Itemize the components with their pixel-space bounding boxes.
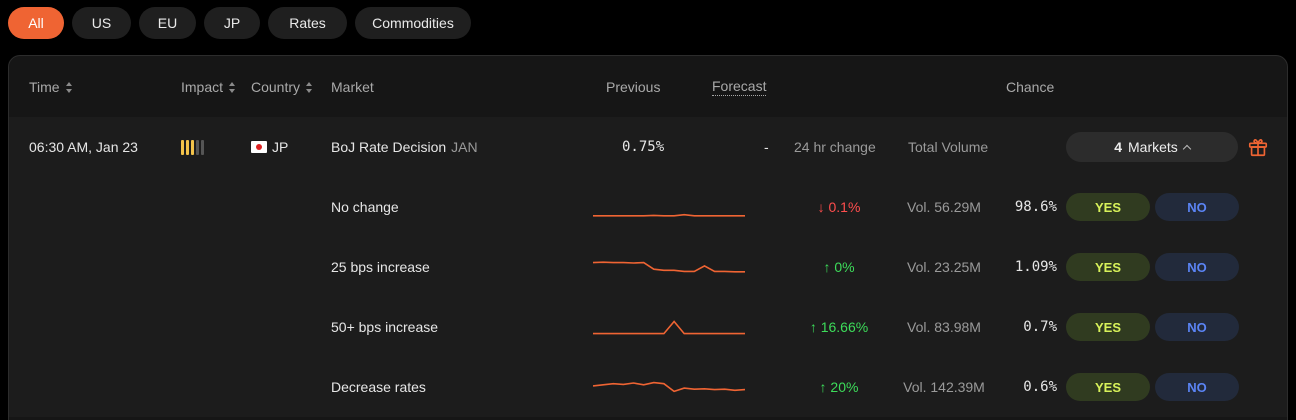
markets-toggle-button[interactable]: 4 Markets xyxy=(1066,132,1238,162)
event-period: JAN xyxy=(451,139,478,155)
outcome-sparkline xyxy=(593,320,745,335)
event-market: BoJ Rate Decision JAN xyxy=(331,117,478,177)
outcome-sparkline xyxy=(593,381,745,393)
header-forecast[interactable]: Forecast xyxy=(712,78,767,96)
sparkline-path xyxy=(593,213,745,217)
sort-icon xyxy=(306,81,313,93)
outcome-chance: 0.7% xyxy=(1023,319,1057,335)
calendar-table: Time Impact Country Market Previous Fore… xyxy=(8,55,1288,420)
outcome-name: Decrease rates xyxy=(331,379,426,395)
event-time: 06:30 AM, Jan 23 xyxy=(29,139,138,155)
country-code: JP xyxy=(272,139,289,155)
yes-button[interactable]: YES xyxy=(1066,193,1150,221)
markets-count: 4 xyxy=(1114,139,1122,155)
yes-button[interactable]: YES xyxy=(1066,313,1150,341)
header-country: Country xyxy=(251,79,301,95)
no-button[interactable]: NO xyxy=(1155,253,1239,281)
impact-bar xyxy=(181,139,184,155)
impact-bar xyxy=(201,139,204,155)
outcome-chance: 98.6% xyxy=(1014,199,1057,215)
filter-jp[interactable]: JP xyxy=(204,7,260,39)
outcome-volume: Vol. 23.25M xyxy=(907,259,981,275)
impact-bar xyxy=(186,139,189,155)
header-market: Market xyxy=(331,79,374,95)
impact-indicator xyxy=(181,117,204,177)
event-title: BoJ Rate Decision xyxy=(331,139,447,155)
table-header: Time Impact Country Market Previous Fore… xyxy=(9,56,1287,117)
header-chance: Chance xyxy=(1006,79,1055,95)
sort-icon xyxy=(65,81,73,93)
volume-label: Total Volume xyxy=(908,139,989,155)
outcome-chance: 0.6% xyxy=(1023,379,1057,395)
sort-time[interactable]: Time xyxy=(29,79,73,95)
outcome-volume: Vol. 56.29M xyxy=(907,199,981,215)
no-button[interactable]: NO xyxy=(1155,193,1239,221)
outcome-change: ↑ 0% xyxy=(823,259,855,275)
filter-all[interactable]: All xyxy=(8,7,64,39)
sparkline-path xyxy=(593,261,745,273)
gift-icon[interactable] xyxy=(1247,136,1269,158)
outcome-change: ↑ 16.66% xyxy=(809,319,869,335)
no-button[interactable]: NO xyxy=(1155,313,1239,341)
outcome-row: Decrease rates ↑ 20% Vol. 142.39M 0.6% Y… xyxy=(9,357,1287,417)
outcome-row: No change ↓ 0.1% Vol. 56.29M 98.6% YES N… xyxy=(9,177,1287,237)
change-label: 24 hr change xyxy=(794,139,876,155)
event-forecast: - xyxy=(764,139,769,155)
filter-us[interactable]: US xyxy=(72,7,131,39)
filter-rates[interactable]: Rates xyxy=(268,7,347,39)
header-forecast-label: Forecast xyxy=(712,78,767,96)
japan-flag-icon xyxy=(251,141,267,153)
markets-label: Markets xyxy=(1128,139,1178,155)
outcome-change: ↑ 20% xyxy=(819,379,859,395)
outcome-change: ↓ 0.1% xyxy=(817,199,861,215)
sort-country[interactable]: Country xyxy=(251,79,313,95)
filter-eu[interactable]: EU xyxy=(139,7,196,39)
outcome-name: 50+ bps increase xyxy=(331,319,439,335)
outcome-name: 25 bps increase xyxy=(331,259,430,275)
outcome-row: 25 bps increase ↑ 0% Vol. 23.25M 1.09% Y… xyxy=(9,237,1287,297)
outcome-sparkline xyxy=(593,261,745,273)
header-impact: Impact xyxy=(181,79,224,95)
outcome-row: 50+ bps increase ↑ 16.66% Vol. 83.98M 0.… xyxy=(9,297,1287,357)
no-button[interactable]: NO xyxy=(1155,373,1239,401)
outcome-volume: Vol. 83.98M xyxy=(907,319,981,335)
header-time: Time xyxy=(29,79,60,95)
impact-bar xyxy=(191,139,194,155)
yes-button[interactable]: YES xyxy=(1066,253,1150,281)
outcome-sparkline xyxy=(593,213,745,217)
event-previous: 0.75% xyxy=(622,139,665,155)
sort-icon xyxy=(229,81,236,93)
header-previous: Previous xyxy=(606,79,661,95)
event-row[interactable]: 06:30 AM, Jan 23 JP BoJ Rate Decision JA… xyxy=(9,117,1287,177)
outcome-chance: 1.09% xyxy=(1014,259,1057,275)
yes-button[interactable]: YES xyxy=(1066,373,1150,401)
sparkline-path xyxy=(593,320,745,335)
impact-bar xyxy=(196,139,199,155)
outcome-name: No change xyxy=(331,199,399,215)
sparkline-path xyxy=(593,381,745,393)
filter-bar: All US EU JP Rates Commodities xyxy=(8,7,471,39)
filter-commodities[interactable]: Commodities xyxy=(355,7,471,39)
event-country: JP xyxy=(251,117,288,177)
sort-impact[interactable]: Impact xyxy=(181,79,236,95)
chevron-up-icon xyxy=(1182,144,1192,153)
outcome-volume: Vol. 142.39M xyxy=(903,379,985,395)
